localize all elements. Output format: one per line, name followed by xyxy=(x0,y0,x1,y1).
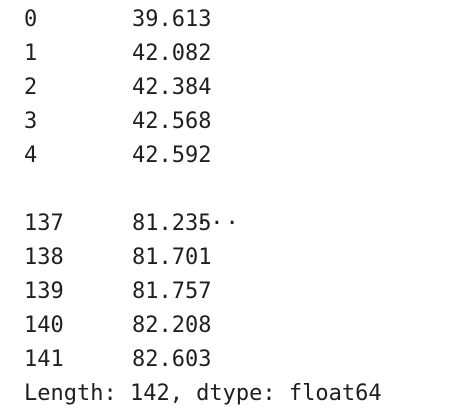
series-row: 140 82.208 xyxy=(24,309,464,343)
series-row: 0 39.613 xyxy=(24,3,464,37)
series-row: 2 42.384 xyxy=(24,71,464,105)
row-index: 0 xyxy=(24,7,38,32)
row-index: 141 xyxy=(24,347,64,372)
row-index: 139 xyxy=(24,279,64,304)
series-summary: Length: 142, dtype: float64 xyxy=(24,381,382,406)
series-row: 137 81.235 xyxy=(24,207,464,241)
row-index: 137 xyxy=(24,211,64,236)
row-value: 42.384 xyxy=(132,75,212,100)
row-value: 82.208 xyxy=(132,313,212,338)
row-value: 42.592 xyxy=(132,143,212,168)
row-index: 1 xyxy=(24,41,38,66)
row-value: 42.568 xyxy=(132,109,212,134)
row-index: 2 xyxy=(24,75,38,100)
series-row: 139 81.757 xyxy=(24,275,464,309)
row-index: 138 xyxy=(24,245,64,270)
row-index: 4 xyxy=(24,143,38,168)
series-row: 3 42.568 xyxy=(24,105,464,139)
row-value: 81.757 xyxy=(132,279,212,304)
row-index: 3 xyxy=(24,109,38,134)
series-row: 1 42.082 xyxy=(24,37,464,71)
row-value: 42.082 xyxy=(132,41,212,66)
truncation-ellipsis: ... xyxy=(194,205,241,230)
series-row: 141 82.603 xyxy=(24,343,464,377)
row-value: 81.701 xyxy=(132,245,212,270)
series-row: 138 81.701 xyxy=(24,241,464,275)
row-value: 39.613 xyxy=(132,7,212,32)
row-value: 82.603 xyxy=(132,347,212,372)
row-index: 140 xyxy=(24,313,64,338)
row-value: 81.235 xyxy=(132,211,212,236)
ellipsis-row: ... xyxy=(24,173,464,230)
series-row: 4 42.592 xyxy=(24,139,464,173)
